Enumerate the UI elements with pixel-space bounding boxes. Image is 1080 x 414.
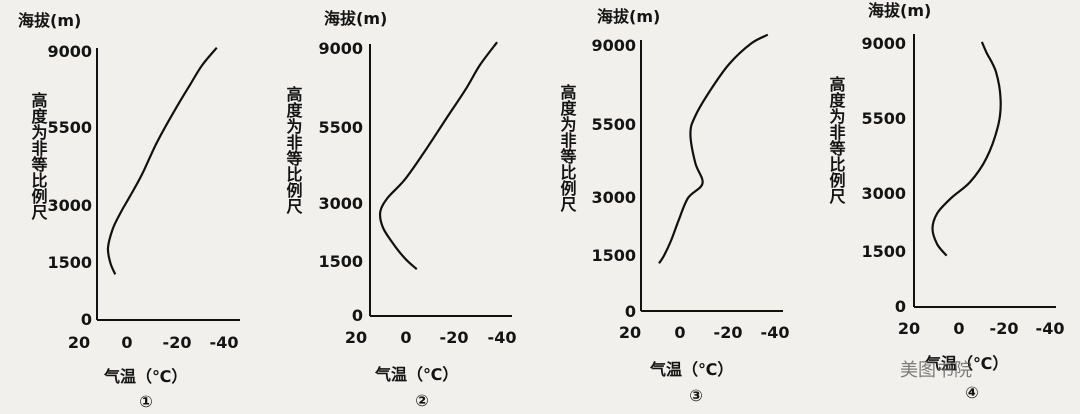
panel-2: 海拔(m) 高度为非等比例尺 0 1500 3000 5500 9000 20 …: [284, 9, 517, 410]
panel-3-side-label: 高度为非等比例尺: [558, 83, 578, 213]
panel-1-xtick-neg40: -40: [210, 333, 239, 352]
panel-2-xtick-neg40: -40: [488, 328, 517, 347]
panel-1-ytick-0: 0: [81, 310, 92, 329]
panel-3-temperature-curve: [658, 33, 769, 264]
panel-1-x-title: 气温（℃）: [103, 367, 187, 386]
panel-4-temperature-curve: [931, 41, 1002, 257]
panel-2-temperature-curve: [378, 41, 498, 271]
panel-4-ytick-1500: 1500: [861, 242, 906, 261]
panel-2-xtick-20: 20: [345, 328, 367, 347]
panel-1-ytick-1500: 1500: [47, 253, 92, 272]
panel-4-ytick-3000: 3000: [861, 184, 906, 203]
panel-1-temperature-curve: [106, 46, 218, 275]
panel-4-xtick-20: 20: [898, 319, 920, 338]
panel-4-number: ④: [965, 383, 979, 402]
panel-1-y-title: 海拔(m): [18, 11, 81, 30]
panel-2-ytick-3000: 3000: [318, 194, 363, 213]
panel-2-xtick-neg20: -20: [440, 328, 469, 347]
panel-2-side-label: 高度为非等比例尺: [284, 85, 304, 215]
panel-2-ytick-0: 0: [352, 306, 363, 325]
panel-2-ytick-5500: 5500: [318, 118, 363, 137]
panel-1-ytick-9000: 9000: [47, 42, 92, 61]
panel-3-ytick-3000: 3000: [591, 188, 636, 207]
panel-4-ytick-9000: 9000: [861, 34, 906, 53]
panel-1: 海拔(m) 高度为非等比例尺 0 1500 3000 5500 9000 20 …: [18, 11, 240, 411]
panel-1-xtick-20: 20: [68, 333, 90, 352]
panel-2-y-title: 海拔(m): [324, 9, 387, 28]
panel-4-xtick-neg20: -20: [990, 319, 1019, 338]
panel-3-ytick-1500: 1500: [591, 246, 636, 265]
panel-4-xtick-neg40: -40: [1036, 319, 1065, 338]
panel-3-x-title: 气温（℃）: [649, 360, 733, 379]
panel-3-number: ③: [689, 386, 703, 405]
panel-1-xtick-0: 0: [121, 333, 132, 352]
panel-2-xtick-0: 0: [400, 328, 411, 347]
panel-4-y-title: 海拔(m): [868, 1, 931, 20]
panel-3-xtick-20: 20: [619, 323, 641, 342]
panel-2-ytick-9000: 9000: [318, 39, 363, 58]
panel-3-xtick-neg40: -40: [761, 323, 790, 342]
panel-2-ytick-1500: 1500: [318, 252, 363, 271]
panel-1-number: ①: [139, 392, 153, 411]
panel-4-ytick-5500: 5500: [861, 109, 906, 128]
panel-4-ytick-0: 0: [895, 297, 906, 316]
panel-4-x-title: 气温（℃）: [924, 354, 1008, 373]
panel-4-side-label: 高度为非等比例尺: [827, 75, 847, 205]
watermark-text: 美图书院: [900, 360, 972, 381]
panel-4-xtick-0: 0: [953, 319, 964, 338]
panel-1-side-label: 高度为非等比例尺: [29, 91, 49, 221]
panel-4: 海拔(m) 高度为非等比例尺 0 1500 3000 5500 9000 20 …: [827, 1, 1065, 402]
panel-1-xtick-neg20: -20: [163, 333, 192, 352]
panel-3-xtick-0: 0: [674, 323, 685, 342]
panel-3-ytick-5500: 5500: [591, 115, 636, 134]
panel-3-xtick-neg20: -20: [714, 323, 743, 342]
panel-3-ytick-0: 0: [625, 302, 636, 321]
panel-2-x-title: 气温（℃）: [374, 365, 458, 384]
panel-1-ytick-5500: 5500: [47, 118, 92, 137]
panel-3-ytick-9000: 9000: [591, 36, 636, 55]
panel-1-ytick-3000: 3000: [47, 196, 92, 215]
panel-2-number: ②: [415, 391, 429, 410]
panel-3-y-title: 海拔(m): [597, 7, 660, 26]
panel-3: 海拔(m) 高度为非等比例尺 0 1500 3000 5500 9000 20 …: [558, 7, 790, 405]
